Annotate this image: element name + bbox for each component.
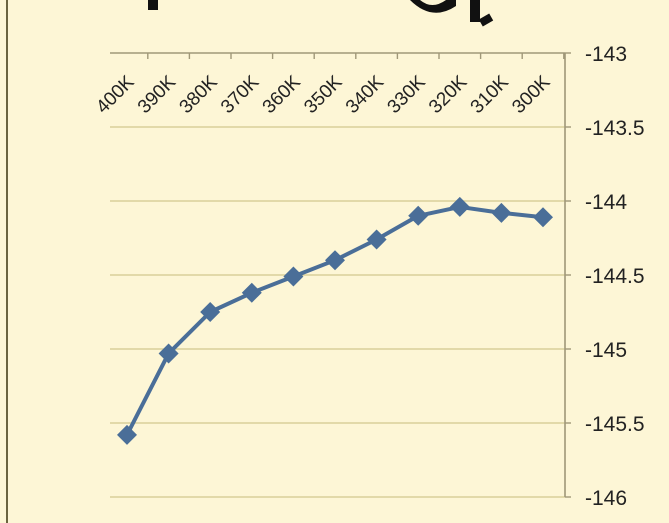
y-tick-label: -143 [585, 43, 627, 66]
cropped-title-fragment [148, 0, 494, 27]
x-tick-label: 400K [92, 71, 138, 117]
data-point-marker [158, 343, 179, 364]
data-point-marker [283, 266, 304, 287]
data-point-marker [449, 196, 470, 217]
x-tick-label: 360K [259, 71, 305, 117]
x-tick-label: 300K [508, 71, 554, 117]
data-point-marker [491, 202, 512, 223]
x-tick-label: 380K [176, 71, 222, 117]
series-line [125, 204, 544, 436]
gridlines [110, 126, 565, 498]
data-point-marker [200, 302, 221, 322]
data-point-marker [241, 282, 262, 303]
axes [110, 52, 571, 498]
title-glyph-fragment [478, 13, 494, 27]
data-point-marker [533, 207, 553, 228]
series-markers [117, 196, 553, 445]
frame-left-border [6, 0, 8, 523]
title-glyph-fragment [148, 0, 158, 10]
data-point-marker [117, 424, 137, 445]
x-tick-label: 330K [384, 71, 430, 117]
x-tick-label: 320K [425, 71, 471, 117]
data-point-marker [408, 205, 429, 226]
x-tick-label: 390K [134, 71, 180, 117]
y-tick-label: -144.5 [585, 265, 645, 288]
x-tick-label: 350K [300, 71, 346, 117]
x-tick-label: 310K [467, 71, 513, 117]
y-tick-label: -144 [585, 191, 627, 214]
x-tick-label: 370K [217, 71, 263, 117]
y-tick-label: -143.5 [585, 117, 645, 140]
y-tick-label: -145.5 [585, 413, 645, 436]
y-tick-label: -146 [585, 487, 627, 510]
y-tick-labels: -143 -143.5 -144 -144.5 -145 -145.5 -146 [585, 43, 645, 510]
y-tick-label: -145 [585, 339, 627, 362]
data-point-marker [366, 229, 387, 250]
series-line [125, 204, 544, 436]
title-glyph-fragment [470, 0, 480, 22]
title-glyph-fragment [410, 0, 456, 13]
x-tick-label: 340K [342, 71, 388, 117]
data-point-marker [325, 250, 345, 271]
x-tick-labels: 400K390K380K370K360K350K340K330K320K310K… [92, 71, 554, 117]
